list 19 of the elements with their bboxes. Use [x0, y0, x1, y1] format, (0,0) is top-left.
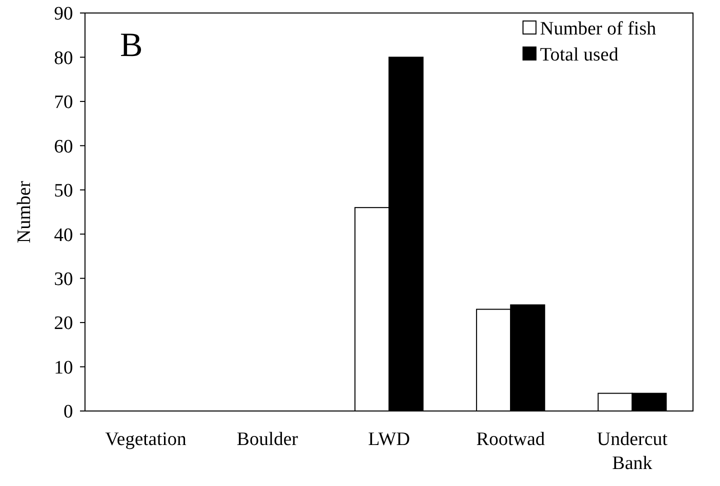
x-tick-label: Undercut Bank	[596, 429, 668, 474]
y-tick-label: 80	[54, 48, 73, 69]
legend-label: Number of fish	[540, 18, 657, 40]
y-tick-label: 20	[54, 313, 73, 334]
y-tick-label: 90	[54, 4, 73, 25]
annotation: B	[120, 27, 143, 64]
y-tick-label: 30	[54, 268, 73, 290]
x-tick-label: LWD	[368, 429, 410, 450]
x-tick-label: Vegetation	[105, 429, 187, 450]
y-tick-label: 10	[54, 357, 73, 378]
y-tick-label: 50	[54, 180, 73, 202]
y-tick-label: 40	[54, 224, 73, 246]
x-tick-label: Rootwad	[476, 429, 546, 450]
legend-label: Total used	[540, 44, 619, 66]
y-tick-label: 70	[54, 92, 73, 114]
y-tick-label: 0	[64, 402, 73, 423]
y-axis-title: Number	[14, 180, 35, 244]
y-tick-label: 60	[54, 136, 73, 158]
x-tick-label: Boulder	[236, 429, 299, 450]
